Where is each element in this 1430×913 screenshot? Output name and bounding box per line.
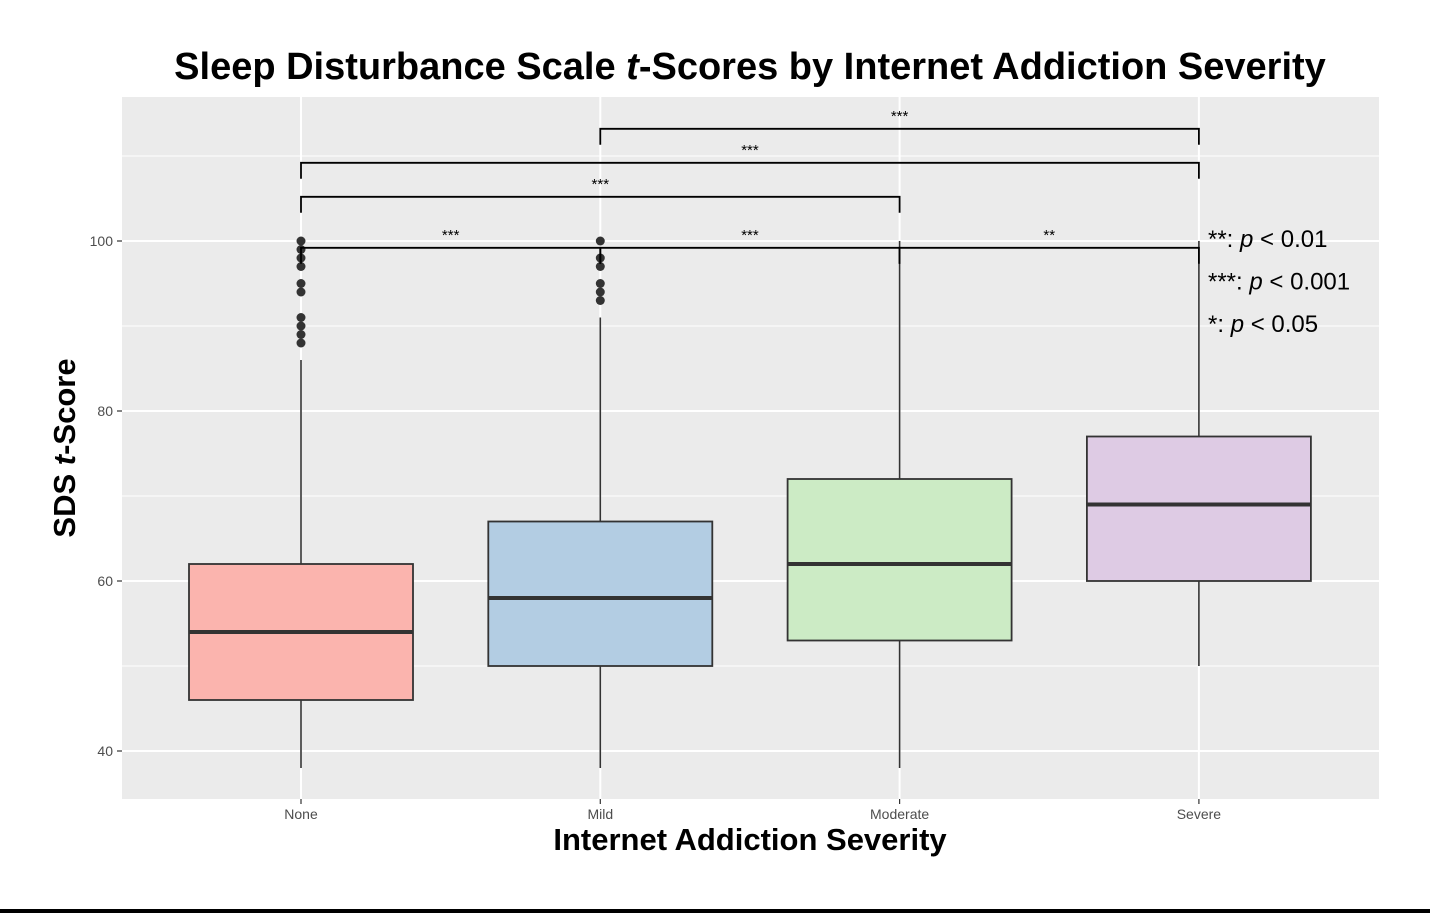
box-none xyxy=(188,236,414,768)
bracket-line xyxy=(898,246,1200,264)
box-body xyxy=(1086,435,1312,582)
outlier-point xyxy=(296,321,306,331)
legend-stars: **: xyxy=(1208,226,1240,253)
title-part: Sleep Disturbance Scale xyxy=(174,46,626,88)
y-tick-label: 40 xyxy=(97,743,113,759)
axes: 40 60 80 100 None Mild Moderate Severe xyxy=(90,233,1222,822)
x-tick-label: Mild xyxy=(587,806,613,822)
y-axis-title-part: -Score xyxy=(47,358,82,454)
significance-bracket: *** xyxy=(300,142,1200,179)
legend-threshold: < 0.01 xyxy=(1253,226,1327,253)
bracket-label: *** xyxy=(741,227,759,244)
legend-p-symbol: p xyxy=(1230,311,1244,338)
x-axis-title: Internet Addiction Severity xyxy=(553,822,947,857)
bracket-line xyxy=(599,127,1200,145)
box-moderate xyxy=(786,241,1013,768)
outlier-point xyxy=(296,313,306,322)
title-part: -Scores by Internet Addiction Severity xyxy=(639,46,1326,88)
outlier-point xyxy=(296,287,306,297)
title-part: t xyxy=(626,46,640,88)
outlier-point xyxy=(296,330,306,339)
bracket-label: *** xyxy=(442,227,460,244)
outlier-point xyxy=(296,236,306,246)
legend-stars: *: xyxy=(1208,311,1231,338)
boxes xyxy=(188,236,1312,768)
bracket-label: ** xyxy=(1043,227,1055,244)
y-axis-title: SDS t-Score xyxy=(47,358,82,537)
bracket-label: *** xyxy=(592,176,610,193)
outlier-point xyxy=(595,287,605,297)
x-tick-label: Moderate xyxy=(870,806,929,822)
outlier-point xyxy=(595,279,605,288)
chart-title: Sleep Disturbance Scale t-Scores by Inte… xyxy=(174,46,1326,88)
box-severe xyxy=(1086,241,1312,666)
bracket-line xyxy=(300,161,1200,179)
legend-entry: **: p < 0.01 xyxy=(1208,226,1327,253)
significance-bracket: *** xyxy=(300,176,901,213)
bracket-label: *** xyxy=(891,108,909,125)
outlier-point xyxy=(296,262,306,271)
significance-bracket: *** xyxy=(599,108,1200,145)
box-body xyxy=(786,478,1013,642)
significance-brackets: *** *** *********** xyxy=(300,108,1200,264)
significance-bracket: ** xyxy=(898,227,1200,264)
bracket-line xyxy=(300,195,901,213)
significance-legend: **: p < 0.01***: p < 0.001*: p < 0.05 xyxy=(1208,226,1350,338)
legend-p-symbol: p xyxy=(1239,226,1253,253)
legend-stars: ***: xyxy=(1208,269,1249,296)
y-tick-label: 100 xyxy=(90,233,114,249)
x-tick-label: None xyxy=(284,806,318,822)
y-axis-title-part: t xyxy=(47,453,82,465)
outlier-point xyxy=(595,296,605,305)
x-tick-label: Severe xyxy=(1177,806,1222,822)
legend-p-symbol: p xyxy=(1248,269,1262,296)
box-body xyxy=(487,520,714,667)
y-tick-label: 60 xyxy=(97,573,113,589)
y-tick-label: 80 xyxy=(97,403,113,419)
y-axis-title-part: SDS xyxy=(47,465,82,537)
box-mild xyxy=(487,236,714,768)
legend-entry: *: p < 0.05 xyxy=(1208,311,1318,338)
legend-threshold: < 0.05 xyxy=(1244,311,1318,338)
bracket-label: *** xyxy=(741,142,759,159)
outlier-point xyxy=(296,279,306,288)
outlier-point xyxy=(595,262,605,271)
outlier-point xyxy=(296,338,306,348)
legend-threshold: < 0.001 xyxy=(1263,269,1350,296)
bottom-rule xyxy=(0,909,1430,913)
outlier-point xyxy=(595,236,605,246)
legend-entry: ***: p < 0.001 xyxy=(1208,269,1350,296)
